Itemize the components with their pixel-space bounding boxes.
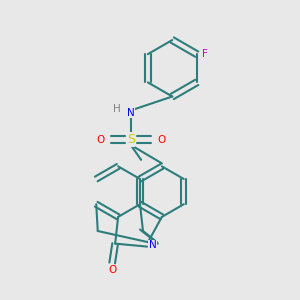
Text: O: O [108,266,116,275]
Text: F: F [202,49,208,59]
Text: S: S [127,133,135,146]
Text: O: O [157,135,165,145]
Text: O: O [96,135,104,145]
Text: N: N [127,108,135,118]
Text: H: H [113,104,121,114]
Text: N: N [148,240,156,250]
